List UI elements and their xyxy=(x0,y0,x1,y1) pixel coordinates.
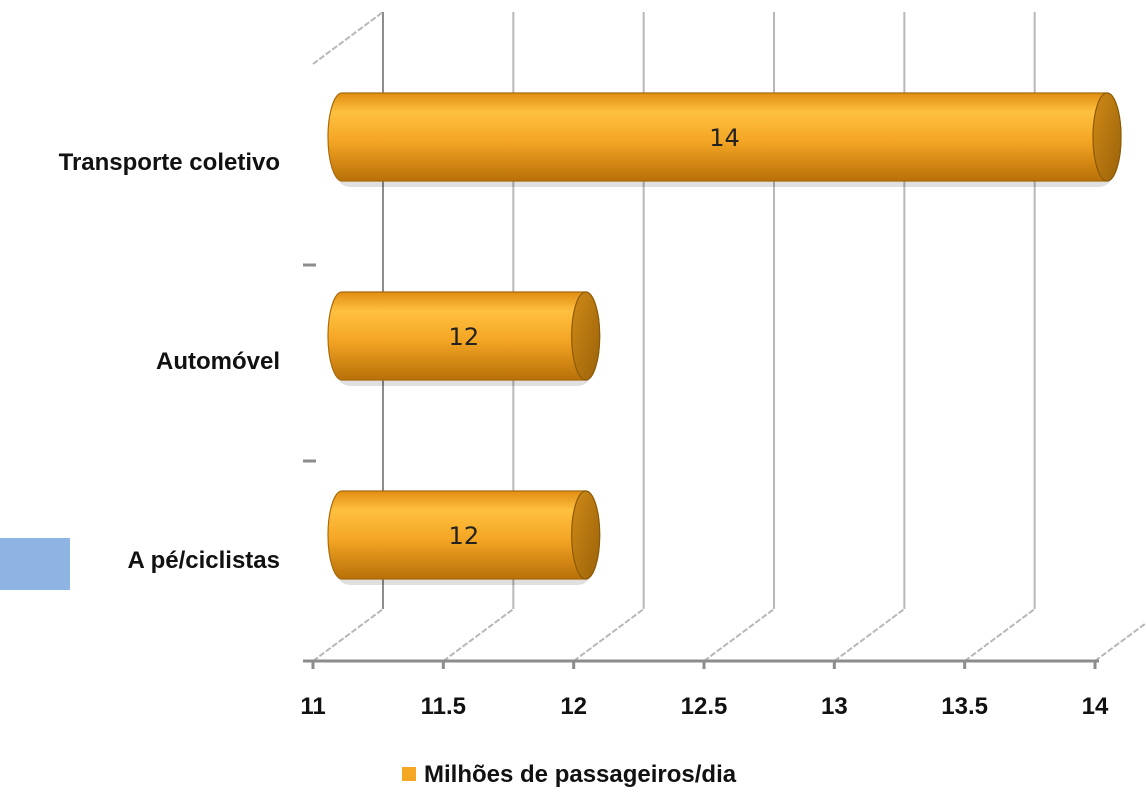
x-tick-label: 11.5 xyxy=(421,693,466,720)
x-tick-label: 13.5 xyxy=(941,693,988,720)
wall-top-edge xyxy=(312,11,384,65)
legend: Milhões de passageiros/dia xyxy=(402,761,737,788)
category-label: Transporte coletivo xyxy=(59,149,280,176)
legend-swatch xyxy=(402,767,416,781)
bar: 12 xyxy=(327,291,601,386)
floor-diagonal xyxy=(312,608,384,662)
floor-diagonal xyxy=(1094,621,1146,662)
floor-diagonal xyxy=(833,608,905,662)
data-label: 14 xyxy=(709,124,740,152)
bars: 14 12 12 xyxy=(327,92,1122,585)
floor-diagonal xyxy=(573,608,645,662)
legend-label: Milhões de passageiros/dia xyxy=(424,761,737,788)
x-tick-label: 14 xyxy=(1082,693,1109,720)
bar: 14 xyxy=(327,92,1122,187)
x-tick-label: 11 xyxy=(300,693,325,720)
side-color-box xyxy=(0,538,70,590)
bar-end-cap xyxy=(571,490,601,580)
floor-edge xyxy=(312,608,1146,662)
data-label: 12 xyxy=(449,522,480,550)
x-tick-label: 13 xyxy=(821,693,848,720)
floor-diagonal xyxy=(442,608,514,662)
bar-end-cap xyxy=(1092,92,1122,182)
data-label: 12 xyxy=(449,323,480,351)
x-tick-label: 12.5 xyxy=(681,693,728,720)
x-tick-labels: 11 11.5 12 12.5 13 13.5 14 xyxy=(300,693,1109,720)
bar: 12 xyxy=(327,490,601,585)
x-tick-label: 12 xyxy=(560,693,587,720)
x-axis xyxy=(303,263,1099,669)
category-label: A pé/ciclistas xyxy=(127,547,280,574)
floor-diagonal xyxy=(964,608,1036,662)
floor-diagonal xyxy=(703,608,775,662)
category-labels: Transporte coletivo Automóvel A pé/ciclist… xyxy=(59,149,280,574)
bar-end-cap xyxy=(571,291,601,381)
category-label: Automóvel xyxy=(156,348,280,375)
